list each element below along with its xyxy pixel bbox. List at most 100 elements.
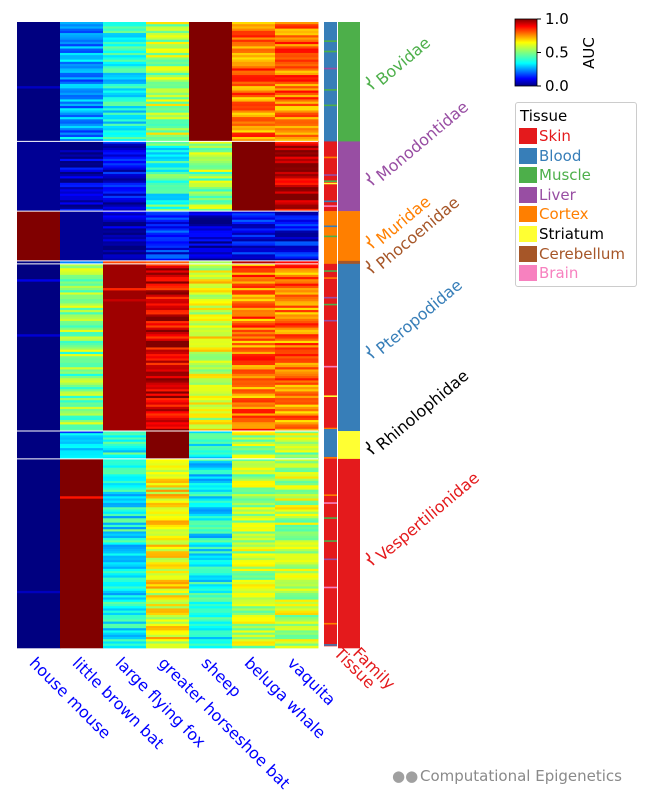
heatmap-band: [146, 582, 190, 585]
heatmap-band: [189, 152, 233, 155]
heatmap-band: [146, 59, 190, 63]
heatmap-band: [275, 254, 319, 257]
heatmap-band: [275, 156, 319, 160]
heatmap-band: [103, 247, 147, 251]
family-label: Bovidae: [372, 33, 434, 89]
heatmap-band: [103, 114, 147, 118]
heatmap-band: [146, 103, 190, 107]
heatmap-band: [189, 420, 233, 423]
heatmap-band: [60, 44, 104, 47]
heatmap-band: [146, 577, 190, 581]
heatmap-band: [275, 621, 319, 625]
heatmap-band: [146, 422, 190, 425]
heatmap-band: [146, 243, 190, 246]
heatmap-band: [275, 123, 319, 127]
family-bracket: [365, 345, 375, 359]
heatmap-band: [275, 535, 319, 539]
heatmap-band: [232, 431, 276, 434]
tissue-stripe: [324, 558, 337, 561]
heatmap-band: [189, 369, 233, 372]
heatmap-band: [232, 369, 276, 372]
heatmap-band: [146, 393, 190, 397]
heatmap-band: [146, 544, 190, 548]
heatmap-band: [103, 224, 147, 227]
heatmap-band: [275, 114, 319, 118]
heatmap-band: [189, 480, 233, 484]
heatmap-band: [189, 411, 233, 414]
heatmap-band: [146, 290, 190, 293]
heatmap-band: [146, 588, 190, 592]
heatmap-band: [146, 61, 190, 65]
heatmap-band: [189, 371, 233, 375]
heatmap-band: [189, 426, 233, 430]
heatmap-band: [275, 94, 319, 98]
heatmap-band: [232, 250, 276, 253]
heatmap-band: [232, 520, 276, 523]
heatmap-band: [189, 564, 233, 567]
heatmap-band: [189, 617, 233, 620]
heatmap-band: [189, 516, 233, 519]
heatmap-band: [232, 380, 276, 383]
heatmap-band: [275, 367, 319, 370]
heatmap-band: [275, 213, 319, 216]
heatmap-band: [232, 245, 276, 249]
legend-swatch: [519, 265, 537, 282]
heatmap-band: [189, 601, 233, 605]
heatmap-band: [103, 606, 147, 609]
heatmap-band: [275, 134, 319, 138]
colorbar-tick-label: 0.5: [545, 44, 569, 62]
heatmap-band: [146, 389, 190, 392]
heatmap-band: [146, 39, 190, 43]
heatmap-band: [275, 307, 319, 311]
heatmap-band: [189, 557, 233, 561]
heatmap-band: [189, 301, 233, 304]
heatmap-band: [189, 230, 233, 233]
heatmap-band: [146, 378, 190, 381]
heatmap-cell: [17, 431, 61, 460]
heatmap-band: [60, 52, 104, 56]
heatmap-band: [103, 617, 147, 620]
heatmap-band: [146, 496, 190, 499]
heatmap-band: [189, 413, 233, 416]
heatmap-band: [60, 134, 104, 138]
heatmap-band: [146, 376, 190, 379]
heatmap-band: [232, 529, 276, 532]
tissue-stripe: [324, 494, 337, 496]
heatmap-band: [232, 619, 276, 622]
heatmap-band: [60, 334, 104, 337]
heatmap-band: [60, 345, 104, 348]
heatmap-band: [232, 123, 276, 127]
heatmap-band: [189, 546, 233, 550]
heatmap-band: [232, 303, 276, 306]
heatmap-band: [275, 406, 319, 410]
heatmap-band: [103, 433, 147, 436]
heatmap-band: [275, 354, 319, 357]
heatmap-band: [103, 68, 147, 71]
heatmap-band: [232, 50, 276, 54]
tissue-stripe: [324, 622, 337, 625]
heatmap-band: [103, 64, 147, 67]
heatmap-band: [103, 178, 147, 181]
heatmap-band: [275, 86, 319, 89]
heatmap-band: [103, 520, 147, 523]
heatmap-band: [146, 557, 190, 561]
heatmap-band: [189, 595, 233, 598]
family-bracket: [365, 76, 375, 90]
heatmap-band: [146, 356, 190, 359]
heatmap-band: [60, 500, 104, 504]
heatmap-band: [103, 132, 147, 135]
heatmap-band: [232, 114, 276, 118]
heatmap-band: [146, 219, 190, 223]
heatmap-band: [232, 590, 276, 594]
heatmap-band: [275, 398, 319, 401]
heatmap-band: [232, 586, 276, 589]
heatmap-band: [189, 260, 233, 265]
heatmap-band: [189, 584, 233, 587]
heatmap-band: [275, 228, 319, 231]
heatmap-band: [146, 202, 190, 205]
heatmap-band: [275, 417, 319, 421]
heatmap-band: [146, 307, 190, 311]
heatmap-band: [275, 365, 319, 368]
heatmap-band: [275, 270, 319, 273]
heatmap-band: [189, 478, 233, 482]
